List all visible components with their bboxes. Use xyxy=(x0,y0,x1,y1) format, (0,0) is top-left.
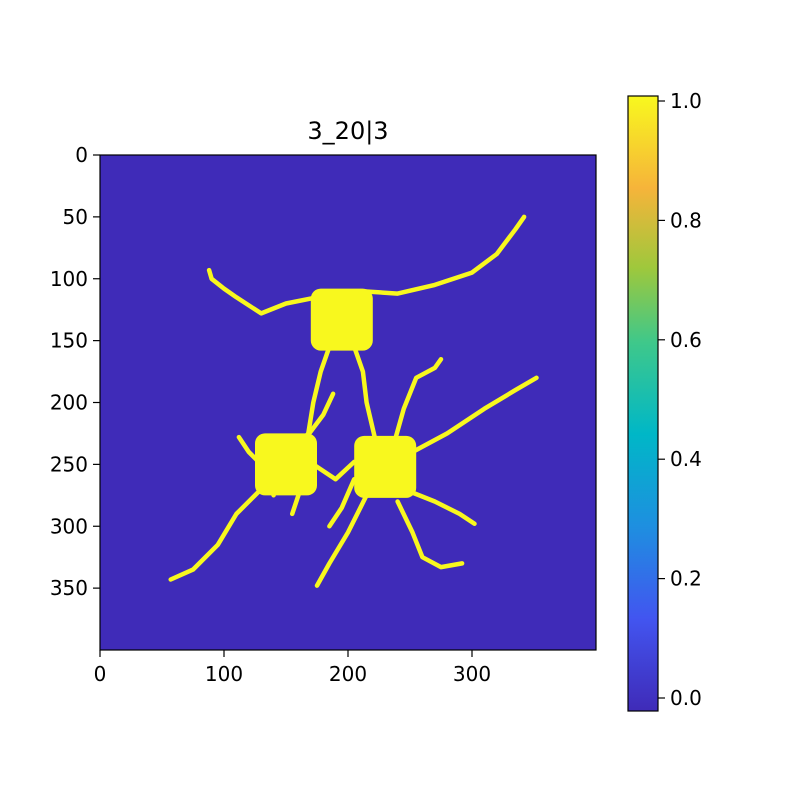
cell-body xyxy=(354,435,417,498)
x-tick-label: 300 xyxy=(453,662,491,686)
plot-area xyxy=(99,154,597,651)
branch-path xyxy=(395,499,465,570)
y-tick-label: 50 xyxy=(63,205,88,229)
branch-path xyxy=(351,344,378,442)
x-axis: 0 100 200 300 xyxy=(94,650,491,686)
y-tick-label: 150 xyxy=(50,329,88,353)
chart-title: 3_20|3 xyxy=(307,117,388,145)
branch-path xyxy=(392,356,444,442)
colorbar-tick-label: 1.0 xyxy=(670,89,702,113)
y-tick-label: 200 xyxy=(50,391,88,415)
y-axis: 0 50 100 150 200 250 300 350 xyxy=(50,143,100,600)
branch-path xyxy=(236,434,276,498)
branch-path xyxy=(311,459,357,482)
branch-path xyxy=(206,267,320,316)
y-tick-label: 250 xyxy=(50,452,88,476)
y-tick-label: 350 xyxy=(50,576,88,600)
colorbar-frame xyxy=(627,95,659,712)
branch-path xyxy=(327,476,357,529)
colorbar-tick-label: 0.0 xyxy=(670,686,702,710)
colorbar-tick-label: 0.8 xyxy=(670,208,702,232)
branch-path xyxy=(407,489,477,527)
x-tick-label: 100 xyxy=(205,662,243,686)
y-tick-label: 100 xyxy=(50,267,88,291)
y-tick-label: 0 xyxy=(75,143,88,167)
colorbar-tick-label: 0.2 xyxy=(670,567,702,591)
x-tick-label: 0 xyxy=(94,662,107,686)
branch-path xyxy=(289,493,301,517)
branch-path xyxy=(314,493,369,588)
cell-body xyxy=(310,288,373,351)
branch-path xyxy=(168,486,264,582)
branch-path xyxy=(410,375,539,455)
colorbar-ticks: 0.0 0.2 0.4 0.6 0.8 1.0 xyxy=(658,89,702,710)
colorbar-tick-label: 0.4 xyxy=(670,447,702,471)
image-background xyxy=(100,155,596,650)
colorbar: 0.0 0.2 0.4 0.6 0.8 1.0 xyxy=(627,89,702,712)
branch-path xyxy=(302,391,336,442)
x-tick-label: 200 xyxy=(329,662,367,686)
colorbar-tick-label: 0.6 xyxy=(670,328,702,352)
branch-path xyxy=(358,214,527,296)
cell-body xyxy=(255,433,317,496)
image-content xyxy=(168,214,539,588)
colorbar-gradient xyxy=(628,96,658,711)
y-tick-label: 300 xyxy=(50,514,88,538)
